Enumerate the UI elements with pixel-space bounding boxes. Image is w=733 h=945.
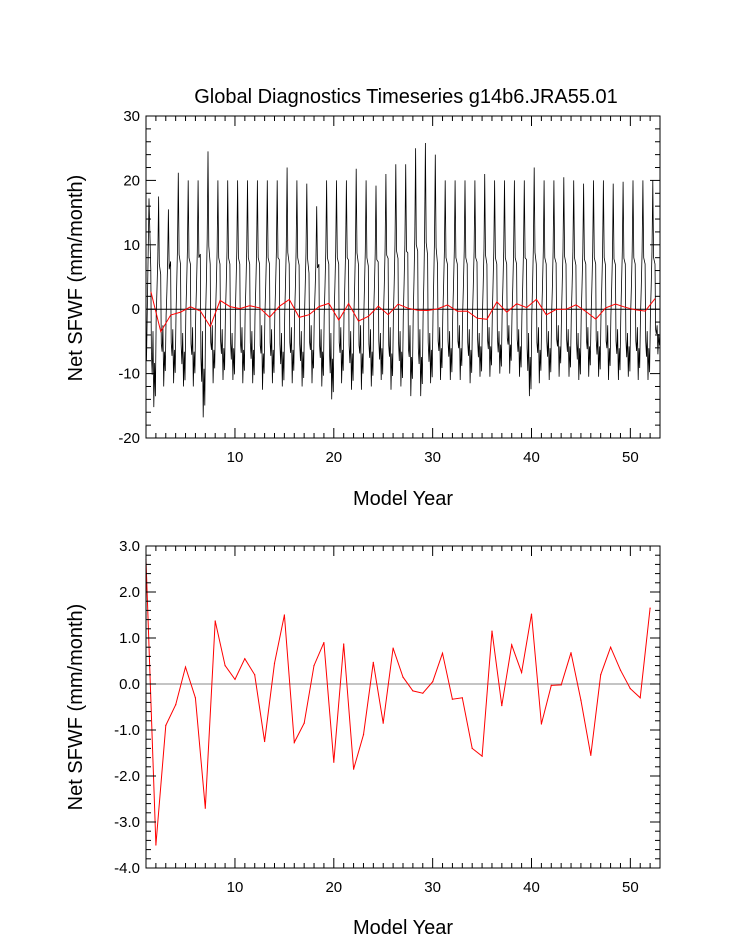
annual-mean-point bbox=[580, 699, 582, 701]
bottom-x-tick-labels: 10 20 30 40 50 bbox=[227, 879, 639, 896]
x-tick-label: 10 bbox=[227, 449, 244, 466]
annual-mean-point bbox=[234, 678, 236, 681]
annual-mean-point bbox=[382, 722, 384, 724]
annual-mean-point bbox=[570, 652, 572, 654]
annual-mean-point bbox=[481, 755, 483, 757]
annual-mean-point bbox=[530, 613, 533, 615]
annual-mean-point bbox=[461, 697, 463, 699]
annual-mean-point bbox=[402, 676, 404, 678]
annual-mean-point bbox=[303, 722, 305, 724]
y-tick-label: 10 bbox=[123, 237, 140, 254]
y-tick-label: 3.0 bbox=[119, 538, 140, 555]
annual-mean-point bbox=[244, 658, 246, 660]
x-tick-label: 30 bbox=[424, 449, 441, 466]
annual-mean-point bbox=[283, 614, 285, 616]
annual-mean-point bbox=[194, 697, 196, 699]
bottom-plot-frame bbox=[145, 545, 661, 869]
annual-mean-point bbox=[521, 671, 523, 674]
y-tick-label: -4.0 bbox=[114, 860, 140, 877]
y-tick-label: 1.0 bbox=[119, 630, 140, 647]
top-monthly-series bbox=[146, 142, 660, 418]
annual-mean-point bbox=[372, 661, 374, 664]
y-tick-label: -20 bbox=[118, 430, 140, 447]
annual-mean-point bbox=[511, 644, 513, 646]
y-tick-label: -2.0 bbox=[114, 768, 140, 785]
x-tick-label: 40 bbox=[523, 449, 540, 466]
annual-mean-point bbox=[214, 620, 216, 622]
annual-mean-point bbox=[550, 684, 552, 687]
annual-mean-point bbox=[224, 665, 226, 667]
annual-mean-point bbox=[254, 674, 256, 676]
annual-mean-point bbox=[264, 740, 266, 743]
bottom-chart: -4.0-3.0-2.0-1.00.01.02.03.0 10 20 30 40 50 … bbox=[65, 538, 661, 939]
bottom-annual-series bbox=[145, 559, 651, 846]
annual-mean-point bbox=[441, 652, 444, 654]
annual-mean-point bbox=[323, 642, 325, 644]
annual-mean-point bbox=[560, 684, 562, 686]
annual-mean-point bbox=[273, 662, 276, 664]
annual-mean-point bbox=[353, 768, 355, 770]
top-x-tick-labels: 10 20 30 40 50 bbox=[227, 449, 639, 466]
bottom-y-tick-labels: -4.0 -3.0 -2.0 -1.0 0.0 1.0 2.0 3.0 bbox=[114, 538, 140, 877]
top-y-tick-labels: -20 -10 0 10 20 30 bbox=[118, 108, 140, 447]
bottom-axis-ticks bbox=[146, 545, 660, 869]
y-tick-label: 0 bbox=[132, 301, 140, 318]
top-y-axis-label: Net SFWF (mm/month) bbox=[65, 175, 87, 382]
annual-mean-point bbox=[343, 643, 345, 645]
x-tick-label: 10 bbox=[227, 879, 244, 896]
annual-mean-point bbox=[610, 646, 612, 648]
annual-mean-point bbox=[471, 747, 473, 750]
annual-mean-point bbox=[333, 761, 335, 763]
x-tick-label: 30 bbox=[424, 879, 441, 896]
annual-mean-point bbox=[649, 607, 651, 609]
x-tick-label: 20 bbox=[325, 449, 342, 466]
top-chart: Global Diagnostics Timeseries g14b6.JRA5… bbox=[65, 86, 661, 510]
x-tick-label: 50 bbox=[622, 879, 639, 896]
annual-mean-point bbox=[501, 705, 503, 707]
y-tick-label: -1.0 bbox=[114, 722, 140, 739]
annual-mean-point bbox=[590, 754, 592, 756]
y-tick-label: 20 bbox=[123, 172, 140, 189]
top-chart-title: Global Diagnostics Timeseries g14b6.JRA5… bbox=[194, 86, 618, 108]
annual-mean-point bbox=[629, 688, 631, 690]
annual-mean-point bbox=[540, 723, 543, 725]
annual-mean-point bbox=[175, 704, 177, 706]
y-tick-label: 0.0 bbox=[119, 676, 140, 693]
annual-mean-point bbox=[619, 669, 622, 671]
x-tick-label: 40 bbox=[523, 879, 540, 896]
monthly-series-line bbox=[146, 142, 660, 418]
annual-mean-point bbox=[165, 724, 167, 727]
annual-mean-point bbox=[432, 681, 434, 683]
top-x-axis-label: Model Year bbox=[353, 488, 453, 510]
y-tick-label: 2.0 bbox=[119, 584, 140, 601]
annual-mean-point bbox=[412, 690, 414, 692]
bottom-x-axis-label: Model Year bbox=[353, 917, 453, 939]
annual-mean-line bbox=[145, 559, 651, 846]
y-tick-label: 30 bbox=[123, 108, 140, 125]
y-tick-label: -3.0 bbox=[114, 814, 140, 831]
annual-mean-point bbox=[392, 647, 394, 649]
annual-mean-point bbox=[600, 674, 602, 676]
y-tick-label: -10 bbox=[118, 366, 140, 383]
annual-mean-point bbox=[639, 697, 641, 699]
top-axis-ticks bbox=[146, 115, 660, 439]
x-tick-label: 50 bbox=[622, 449, 639, 466]
annual-mean-line bbox=[150, 291, 656, 334]
annual-mean-point bbox=[293, 741, 295, 744]
bottom-y-axis-label: Net SFWF (mm/month) bbox=[65, 604, 87, 811]
annual-mean-point bbox=[155, 844, 157, 846]
annual-mean-point bbox=[204, 807, 206, 809]
x-tick-label: 20 bbox=[325, 879, 342, 896]
annual-mean-point bbox=[184, 666, 187, 668]
annual-mean-point bbox=[451, 698, 453, 700]
top-annual-series bbox=[150, 291, 656, 334]
top-plot-frame bbox=[145, 115, 661, 439]
annual-mean-point bbox=[313, 665, 315, 667]
annual-mean-point bbox=[491, 630, 493, 632]
annual-mean-point bbox=[422, 692, 424, 694]
annual-mean-point bbox=[362, 734, 365, 736]
